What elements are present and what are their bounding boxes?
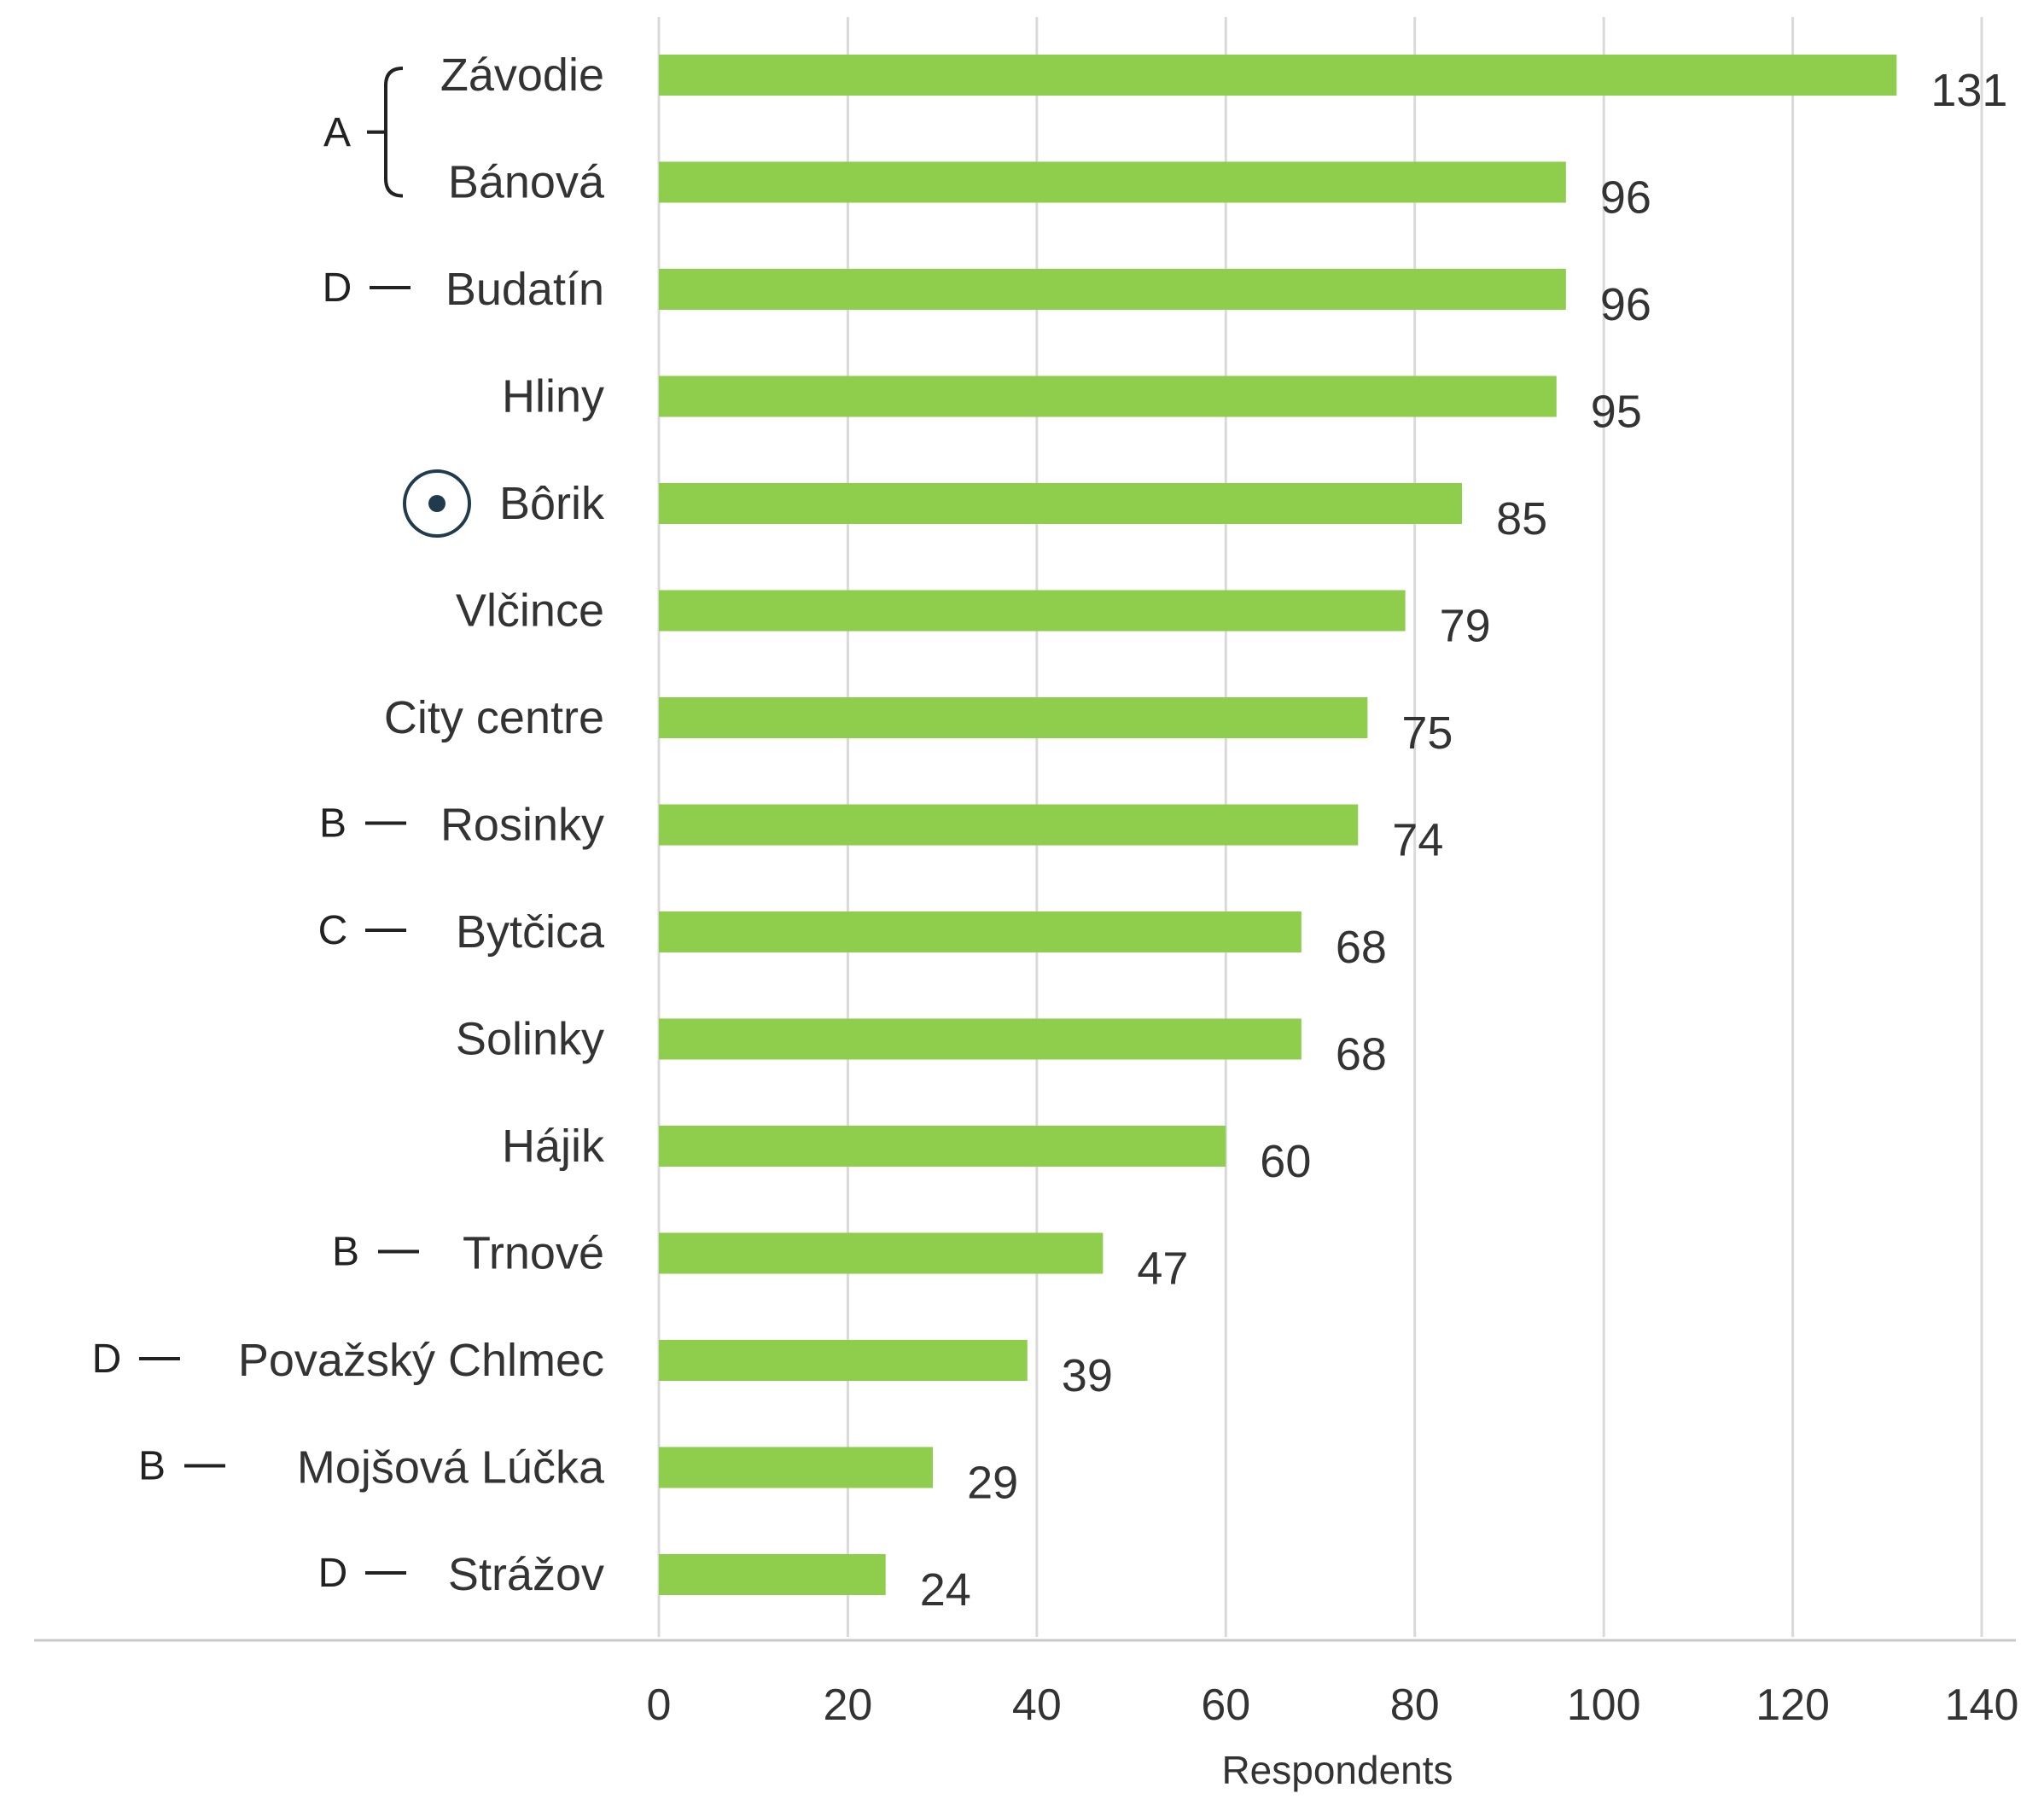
group-tag-C: C	[318, 908, 348, 953]
bar	[659, 1340, 1028, 1381]
group-tag-B: B	[138, 1444, 166, 1489]
x-tick-label: 120	[1756, 1680, 1830, 1730]
bar	[659, 269, 1566, 310]
category-label: Bánová	[448, 157, 605, 208]
group-tag-B: B	[319, 801, 346, 847]
bar	[659, 161, 1566, 203]
value-label: 29	[967, 1458, 1018, 1509]
bar	[659, 1554, 886, 1595]
bar	[659, 1232, 1104, 1274]
value-label: 96	[1600, 279, 1651, 330]
category-labels: Závodie Bánová Budatín Hliny Bôrik Vlčince Cit…	[238, 49, 605, 1600]
value-label: 68	[1336, 1029, 1387, 1080]
x-tick-label: 40	[1012, 1680, 1062, 1730]
category-label: City centre	[384, 692, 604, 743]
group-tag-D: D	[92, 1336, 122, 1382]
value-label: 60	[1260, 1136, 1311, 1187]
value-label: 74	[1392, 815, 1443, 866]
bar	[659, 1447, 934, 1488]
value-label: 95	[1591, 387, 1642, 438]
bars	[659, 55, 1897, 1595]
category-label: Bôrik	[499, 478, 605, 529]
x-tick-labels: 0 20 40 60 80 100 120 140	[647, 1680, 2019, 1730]
bar	[659, 1018, 1302, 1060]
x-tick-label: 0	[647, 1680, 672, 1730]
value-label: 75	[1401, 708, 1453, 759]
x-tick-label: 60	[1201, 1680, 1250, 1730]
value-label: 131	[1930, 65, 2007, 116]
category-label: Budatín	[445, 264, 604, 315]
bar	[659, 697, 1368, 738]
category-label: Rosinky	[440, 800, 604, 851]
bar	[659, 55, 1897, 96]
category-label: Hliny	[502, 371, 604, 422]
bar	[659, 376, 1557, 417]
x-tick-label: 100	[1567, 1680, 1641, 1730]
category-label: Závodie	[440, 49, 604, 101]
category-label: Hájik	[502, 1121, 605, 1172]
bar	[659, 1126, 1226, 1167]
category-label: Solinky	[456, 1014, 604, 1065]
value-label: 39	[1062, 1350, 1113, 1401]
group-tag-B: B	[332, 1230, 359, 1275]
group-bracket	[384, 67, 404, 198]
x-tick-label: 80	[1390, 1680, 1440, 1730]
bar	[659, 483, 1463, 524]
value-label: 96	[1600, 172, 1651, 224]
category-label: Považský Chlmec	[238, 1335, 604, 1386]
group-tags: D B C B D B D A	[92, 67, 471, 1596]
category-label: Mojšová Lúčka	[297, 1442, 605, 1494]
location-marker-dot	[428, 495, 445, 512]
group-tag-D: D	[323, 265, 352, 311]
value-label: 68	[1336, 922, 1387, 973]
bar	[659, 804, 1359, 846]
x-tick-label: 20	[824, 1680, 873, 1730]
location-marker-icon	[403, 469, 471, 538]
value-label: 79	[1440, 601, 1491, 652]
x-tick-label: 140	[1945, 1680, 2019, 1730]
bar	[659, 590, 1406, 632]
value-label: 24	[920, 1564, 971, 1616]
value-label: 85	[1496, 493, 1547, 544]
value-labels: 131 96 96 95 85 79 75 74 68 68 60 47 39 29 24	[920, 65, 2008, 1616]
group-tag-A: A	[323, 110, 351, 155]
category-label: Vlčince	[456, 585, 604, 637]
group-tag-D: D	[318, 1551, 348, 1596]
x-axis-title: Respondents	[1221, 1748, 1453, 1792]
category-label: Trnové	[463, 1228, 604, 1279]
value-label: 47	[1137, 1243, 1188, 1295]
category-label: Bytčica	[456, 906, 605, 958]
category-label: Strážov	[448, 1549, 604, 1600]
bar	[659, 911, 1302, 952]
